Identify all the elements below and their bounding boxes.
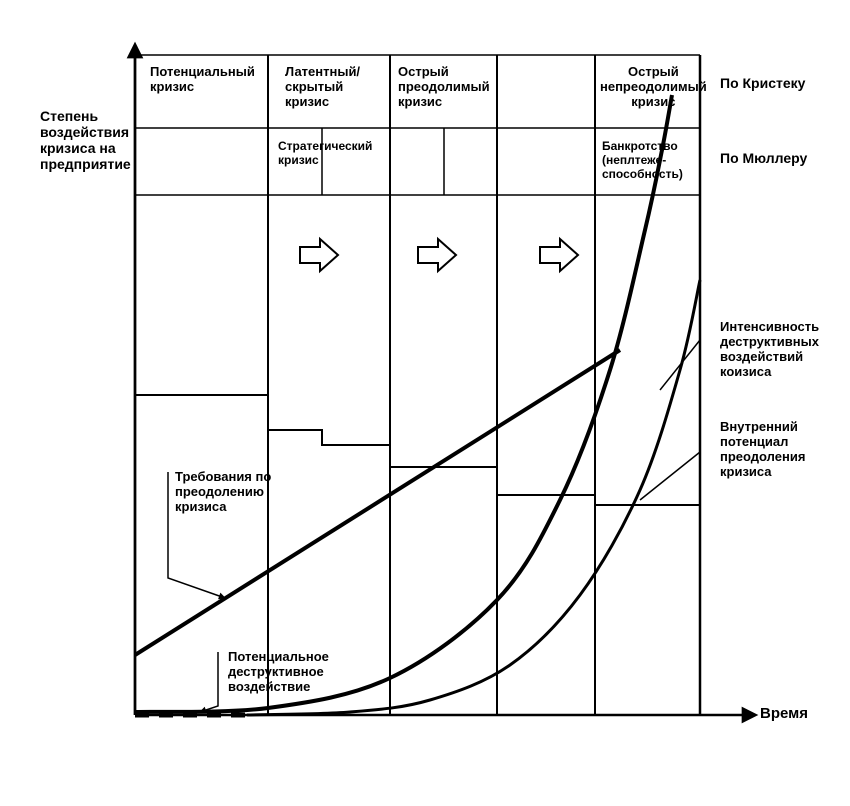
diagram-root: Степень воздействия кризиса на предприят… xyxy=(0,0,850,806)
requirements-label: Требования по преодолению кризиса xyxy=(175,470,271,515)
phase2-kristek: Латентный/ скрытый кризис xyxy=(285,65,360,110)
y-axis-label: Степень воздействия кризиса на предприят… xyxy=(40,108,131,172)
intensity-label: Интенсивность деструктивных воздействий … xyxy=(720,320,819,380)
phase4-kristek: Острый непреодолимый кризис xyxy=(600,65,707,110)
phase3-kristek: Острый преодолимый кризис xyxy=(398,65,490,110)
phase1-kristek: Потенциальный кризис xyxy=(150,65,255,95)
potential-step-label: Внутренний потенциал преодоления кризиса xyxy=(720,420,805,480)
x-axis-label: Время xyxy=(760,705,808,722)
author-mueller: По Мюллеру xyxy=(720,150,807,166)
destructive-label: Потенциальное деструктивное воздействие xyxy=(228,650,329,695)
phase2-mueller: Стратегический кризис xyxy=(278,140,372,168)
phase4-mueller: Банкротство (неплтеже- способность) xyxy=(602,140,683,181)
author-kristek: По Кристеку xyxy=(720,75,805,91)
